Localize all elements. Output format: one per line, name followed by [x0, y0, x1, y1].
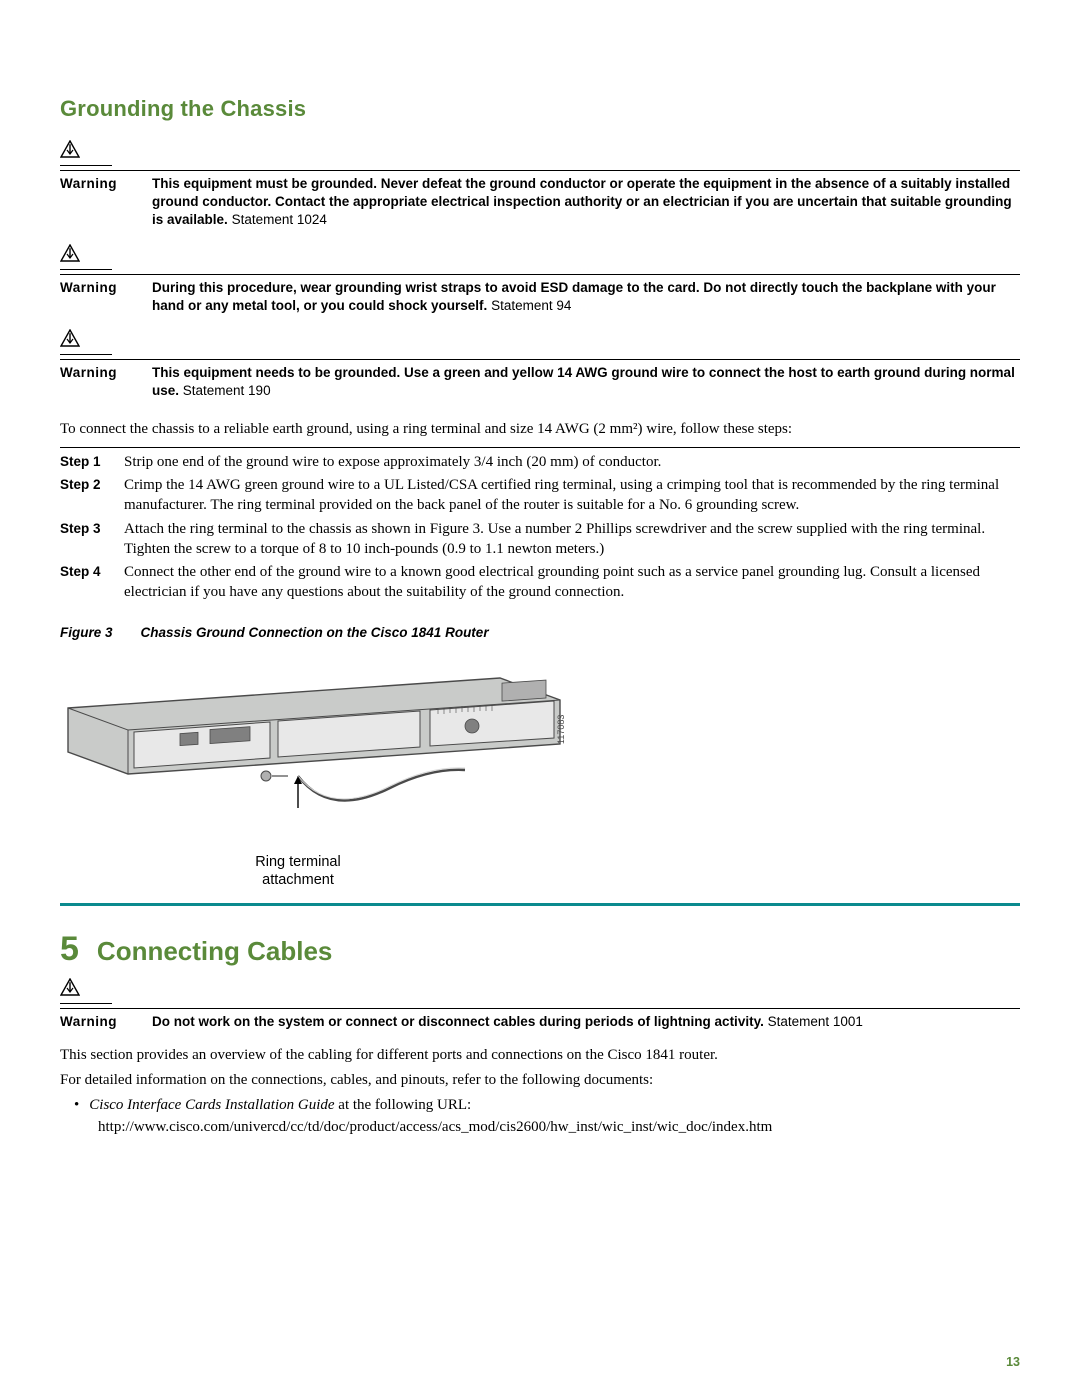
warning-body: Warning During this procedure, wear grou… [60, 274, 1020, 315]
warning-label: Warning [60, 1013, 122, 1031]
figure-callout: Ring terminal attachment [238, 853, 358, 889]
intro-paragraph: To connect the chassis to a reliable ear… [60, 419, 1020, 439]
warning-body: Warning This equipment must be grounded.… [60, 170, 1020, 230]
warning-body: Warning This equipment needs to be groun… [60, 359, 1020, 400]
step-row: Step 2 Crimp the 14 AWG green ground wir… [60, 475, 1020, 516]
url-line: http://www.cisco.com/univercd/cc/td/doc/… [98, 1119, 1020, 1136]
warning-label: Warning [60, 175, 122, 193]
warning-text: This equipment must be grounded. Never d… [152, 175, 1020, 230]
router-svg: 117083 [60, 648, 570, 848]
bullet-text: Cisco Interface Cards Installation Guide… [89, 1095, 1020, 1117]
warning-icon [60, 140, 80, 163]
step-text: Attach the ring terminal to the chassis … [124, 519, 1020, 560]
step-label: Step 3 [60, 519, 108, 560]
step-row: Step 4 Connect the other end of the grou… [60, 562, 1020, 603]
chapter-number: 5 [60, 932, 79, 966]
page-number: 13 [1006, 1355, 1020, 1369]
warning-icon-row [60, 329, 112, 355]
section-heading-grounding: Grounding the Chassis [60, 96, 1020, 122]
step-text: Strip one end of the ground wire to expo… [124, 452, 1020, 472]
warning-block: Warning This equipment must be grounded.… [60, 140, 1020, 230]
body-paragraph: This section provides an overview of the… [60, 1045, 1020, 1066]
divider-line [60, 447, 1020, 448]
chapter-title: Connecting Cables [97, 938, 332, 964]
step-label: Step 1 [60, 452, 108, 472]
bullet-item: • Cisco Interface Cards Installation Gui… [74, 1095, 1020, 1117]
step-row: Step 1 Strip one end of the ground wire … [60, 452, 1020, 472]
teal-divider [60, 903, 1020, 906]
warning-label: Warning [60, 364, 122, 382]
warning-body: Warning Do not work on the system or con… [60, 1008, 1020, 1031]
figure-label: Figure 3 [60, 625, 113, 640]
warning-icon [60, 244, 80, 267]
warning-icon-row [60, 140, 112, 166]
step-row: Step 3 Attach the ring terminal to the c… [60, 519, 1020, 560]
warning-text: This equipment needs to be grounded. Use… [152, 364, 1020, 400]
figure-illustration: 117083 Ring terminal attachment [60, 648, 1020, 889]
warning-label: Warning [60, 279, 122, 297]
warning-text: During this procedure, wear grounding wr… [152, 279, 1020, 315]
warning-text: Do not work on the system or connect or … [152, 1013, 1020, 1031]
warning-icon-row [60, 244, 112, 270]
figure-title: Chassis Ground Connection on the Cisco 1… [141, 625, 489, 640]
step-label: Step 2 [60, 475, 108, 516]
steps-list: Step 1 Strip one end of the ground wire … [60, 452, 1020, 603]
warning-icon [60, 329, 80, 352]
warning-icon-row [60, 978, 112, 1004]
warning-icon [60, 978, 80, 1001]
step-text: Crimp the 14 AWG green ground wire to a … [124, 475, 1020, 516]
chapter-row: 5 Connecting Cables [60, 932, 1020, 966]
step-text: Connect the other end of the ground wire… [124, 562, 1020, 603]
body-paragraph: For detailed information on the connecti… [60, 1070, 1020, 1091]
document-page: Grounding the Chassis Warning This equip… [0, 0, 1080, 1136]
warning-block: Warning Do not work on the system or con… [60, 978, 1020, 1031]
svg-text:117083: 117083 [556, 714, 566, 743]
warning-block: Warning This equipment needs to be groun… [60, 329, 1020, 400]
bullet-dot: • [74, 1095, 79, 1117]
figure-caption: Figure 3 Chassis Ground Connection on the… [60, 625, 1020, 640]
step-label: Step 4 [60, 562, 108, 603]
warning-block: Warning During this procedure, wear grou… [60, 244, 1020, 315]
